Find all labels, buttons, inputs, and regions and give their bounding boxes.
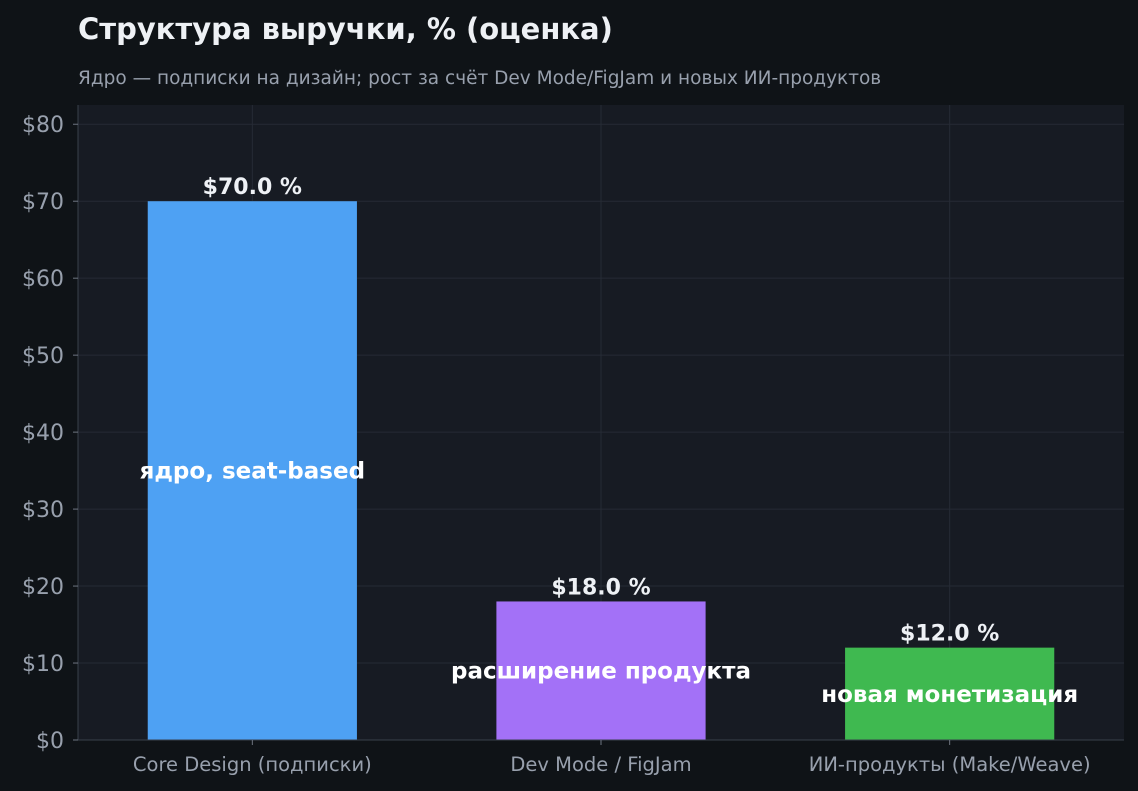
y-tick-label: $80 bbox=[22, 113, 64, 138]
y-tick-label: $70 bbox=[22, 190, 64, 215]
bar bbox=[845, 647, 1055, 740]
bar-annotation: ядро, seat-based bbox=[140, 459, 365, 485]
chart-subtitle: Ядро — подписки на дизайн; рост за счёт … bbox=[78, 68, 881, 89]
bar-annotation: новая монетизация bbox=[821, 682, 1078, 708]
bar-annotation: расширение продукта bbox=[451, 659, 751, 685]
bar bbox=[496, 601, 706, 740]
chart-title: Структура выручки, % (оценка) bbox=[78, 12, 613, 46]
y-tick-label: $50 bbox=[22, 344, 64, 369]
bar-value-label: $18.0 % bbox=[551, 575, 650, 600]
bar bbox=[147, 201, 357, 740]
x-tick-label: ИИ-продукты (Make/Weave) bbox=[809, 753, 1091, 776]
y-tick-label: $30 bbox=[22, 498, 64, 523]
y-tick-label: $20 bbox=[22, 575, 64, 600]
bar-value-label: $70.0 % bbox=[203, 175, 302, 200]
bar-value-label: $12.0 % bbox=[900, 622, 999, 647]
labels: $0 $10 $20 $30 $40 $50 $60 $70 $80 Core Design (п… bbox=[22, 113, 1091, 776]
y-tick-label: $60 bbox=[22, 267, 64, 292]
axes bbox=[73, 105, 1124, 745]
y-tick-label: $40 bbox=[22, 421, 64, 446]
x-tick-label: Dev Mode / FigJam bbox=[510, 753, 691, 776]
x-tick-label: Core Design (подписки) bbox=[133, 753, 372, 776]
bars bbox=[147, 201, 1055, 740]
y-tick-label: $10 bbox=[22, 652, 64, 677]
y-tick-label: $0 bbox=[36, 729, 64, 754]
